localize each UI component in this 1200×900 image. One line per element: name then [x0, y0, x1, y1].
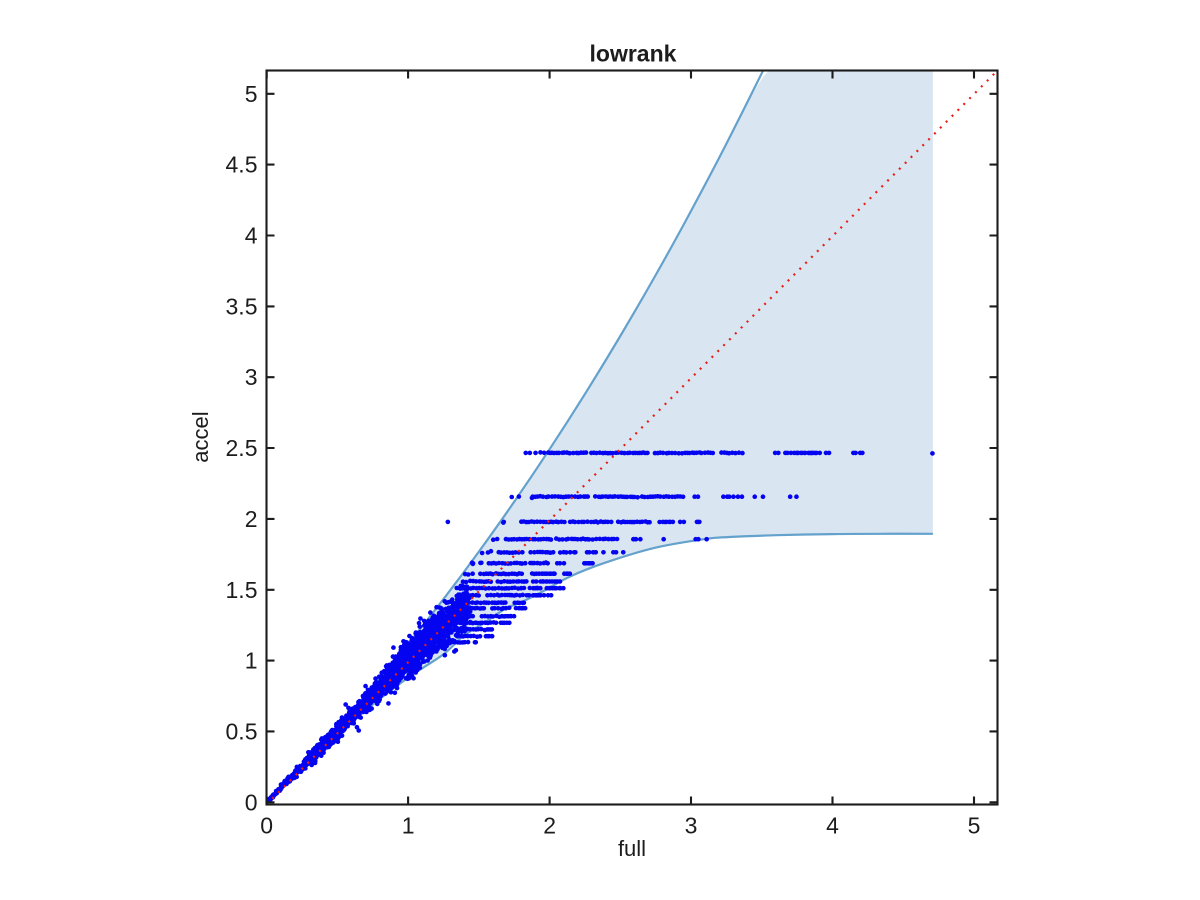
svg-text:0.5: 0.5 [226, 718, 258, 744]
svg-text:3: 3 [245, 364, 258, 390]
svg-text:2: 2 [245, 506, 258, 532]
svg-text:4: 4 [826, 813, 839, 839]
svg-text:2: 2 [543, 813, 556, 839]
svg-text:1: 1 [402, 813, 415, 839]
svg-text:4: 4 [245, 223, 258, 249]
svg-text:lowrank: lowrank [590, 40, 677, 66]
svg-text:full: full [618, 836, 646, 861]
svg-text:3.5: 3.5 [226, 293, 258, 319]
svg-text:1: 1 [245, 648, 258, 674]
svg-text:4.5: 4.5 [226, 152, 258, 178]
svg-text:1.5: 1.5 [226, 577, 258, 603]
svg-text:3: 3 [685, 813, 698, 839]
svg-text:5: 5 [245, 81, 258, 107]
svg-text:0: 0 [245, 789, 258, 815]
svg-text:accel: accel [188, 411, 213, 462]
svg-text:2.5: 2.5 [226, 435, 258, 461]
svg-text:0: 0 [260, 813, 273, 839]
svg-text:5: 5 [968, 813, 981, 839]
